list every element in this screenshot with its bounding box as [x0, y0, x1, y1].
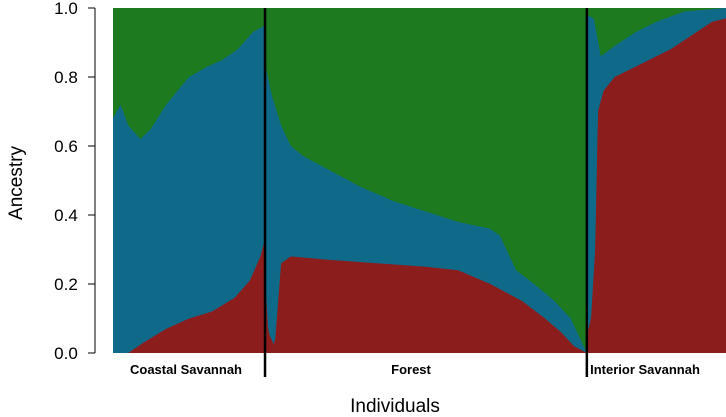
y-tick-label: 0.0	[54, 344, 78, 363]
plot-area	[113, 8, 726, 353]
red-ancestry-area	[113, 239, 266, 353]
y-tick-label: 1.0	[54, 0, 78, 18]
y-tick-label: 0.4	[54, 206, 78, 225]
group-label-coastal-savannah: Coastal Savannah	[130, 362, 242, 377]
blue-ancestry-area	[113, 25, 266, 353]
y-axis-title: Ancestry	[6, 146, 27, 220]
group-separators	[263, 8, 589, 377]
group-forest	[265, 8, 587, 353]
y-tick-label: 0.2	[54, 275, 78, 294]
group-label-forest: Forest	[391, 362, 431, 377]
red-ancestry-area	[586, 18, 726, 353]
red-ancestry-area	[265, 256, 587, 353]
y-tick-label: 0.8	[54, 68, 78, 87]
group-label-interior-savannah: Interior Savannah	[590, 362, 700, 377]
group-coastal-savannah	[113, 8, 266, 353]
y-tick-label: 0.6	[54, 137, 78, 156]
group-interior-savannah	[586, 8, 726, 353]
x-axis-title: Individuals	[350, 396, 440, 417]
y-axis: 0.0 0.2 0.4 0.6 0.8 1.0	[54, 0, 96, 363]
